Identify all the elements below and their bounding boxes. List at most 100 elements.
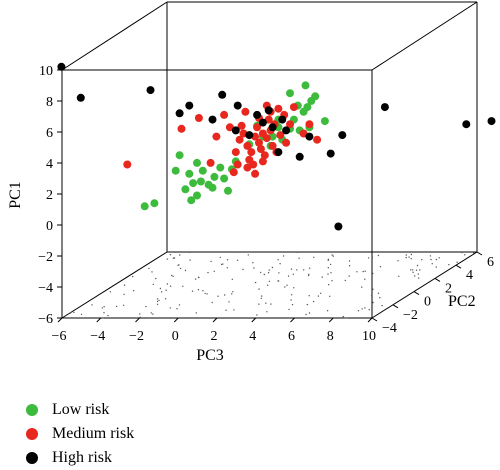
floor-grid-dot [182, 285, 184, 287]
data-point-high-risk [233, 101, 242, 110]
data-point-medium-risk [243, 163, 252, 172]
floor-grid-dot [231, 293, 233, 295]
floor-grid-dot [379, 266, 382, 268]
floor-grid-dot [247, 254, 249, 256]
pc2-tick-mark [371, 317, 378, 322]
data-point-low-risk [220, 174, 229, 183]
floor-grid-dot [69, 312, 72, 314]
data-point-medium-risk [243, 141, 252, 150]
floor-grid-dot [252, 262, 254, 264]
data-point-medium-risk [256, 145, 265, 153]
floor-grid-dot [231, 278, 233, 280]
floor-grid-dot [332, 255, 334, 257]
data-point-low-risk [193, 158, 201, 167]
pc1-tick-label: 8 [46, 95, 53, 110]
floor-grid-dot [364, 278, 366, 280]
floor-grid-dot [266, 311, 268, 313]
data-point-medium-risk [231, 148, 240, 157]
floor-grid-dot [321, 276, 323, 278]
data-point-low-risk [210, 172, 219, 181]
data-point-medium-risk [260, 151, 269, 160]
floor-grid-dot [132, 275, 134, 278]
pc3-tick-label: 0 [172, 329, 179, 344]
floor-grid-dot [367, 257, 370, 259]
data-point-medium-risk [206, 158, 215, 167]
floor-grid-dot [253, 267, 255, 269]
pc3-tick-mark [96, 317, 102, 323]
floor-grid-dot [233, 309, 235, 311]
data-point-low-risk [303, 103, 312, 112]
data-point-high-risk [487, 117, 496, 126]
floor-grid-dot [156, 298, 159, 300]
floor-grid-dot [279, 263, 281, 265]
floor-grid-dot [256, 314, 258, 316]
floor-grid-dot [308, 273, 310, 275]
floor-grid-dot [410, 253, 413, 256]
floor-grid-dot [416, 264, 419, 267]
floor-grid-dot [329, 263, 332, 266]
floor-grid-dot [431, 263, 433, 265]
floor-grid-dot [348, 275, 350, 277]
floor-grid-dot [145, 305, 147, 308]
data-point-medium-risk [262, 134, 271, 143]
data-point-low-risk [216, 163, 225, 172]
pc2-tick-label: 6 [487, 255, 494, 270]
floor-grid-dot [220, 263, 223, 266]
floor-grid-dot [361, 286, 363, 288]
floor-grid-dot [306, 303, 309, 306]
floor-grid-dot [152, 313, 154, 315]
floor-grid-dot [268, 280, 271, 282]
floor-grid-dot [263, 273, 265, 276]
floor-grid-dot [448, 264, 450, 266]
data-point-low-risk [185, 169, 194, 178]
floor-grid-dot [327, 273, 329, 275]
floor-grid-dot [226, 259, 229, 261]
floor-grid-dot [327, 284, 330, 286]
data-point-medium-risk [268, 141, 277, 150]
floor-grid-dot [101, 307, 104, 309]
floor-grid-dot [169, 254, 172, 256]
pc3-tick-label: −6 [52, 329, 67, 344]
data-point-low-risk [196, 177, 205, 186]
legend-marker-low-risk [26, 404, 38, 416]
floor-grid-dot [265, 302, 267, 304]
floor-grid-dot [172, 257, 175, 259]
pc3-tick-label: 4 [249, 329, 256, 344]
floor-grid-dot [107, 314, 109, 317]
floor-grid-dot [344, 317, 346, 319]
pc2-axis-label: PC2 [448, 293, 476, 310]
data-point-medium-risk [282, 138, 291, 147]
floor-grid-dot [254, 281, 257, 284]
floor-grid-dot [305, 313, 307, 316]
legend-label-low-risk: Low risk [52, 401, 110, 418]
box-edge-top-right-depth [371, 1, 478, 71]
floor-grid-dot [379, 297, 381, 299]
floor-grid-dot [290, 268, 293, 270]
floor-grid-dot [268, 269, 270, 271]
floor-grid-dot [123, 293, 125, 296]
floor-grid-dot [288, 308, 290, 311]
floor-grid-dot [410, 269, 412, 271]
floor-grid-dot [421, 259, 423, 261]
floor-grid-dot [232, 291, 234, 293]
floor-grid-dot [236, 259, 239, 261]
floor-grid-dot [266, 284, 269, 286]
floor-grid-dot [372, 288, 374, 290]
floor-grid-dot [242, 268, 244, 271]
floor-grid-dot [166, 258, 168, 260]
data-point-high-risk [218, 90, 227, 99]
legend-label-high-risk: High risk [52, 449, 112, 466]
floor-grid-dot [184, 269, 187, 272]
floor-grid-dot [151, 271, 153, 273]
floor-grid-dot [179, 254, 181, 256]
floor-grid-dot [317, 295, 320, 297]
pc3-tick-mark [212, 317, 218, 323]
floor-grid-dot [327, 267, 329, 269]
floor-grid-dot [290, 294, 293, 296]
floor-grid-dot [368, 309, 370, 311]
floor-grid-dot [435, 266, 437, 268]
floor-grid-dot [139, 313, 141, 315]
data-point-medium-risk [235, 135, 244, 144]
data-point-high-risk [231, 126, 240, 135]
